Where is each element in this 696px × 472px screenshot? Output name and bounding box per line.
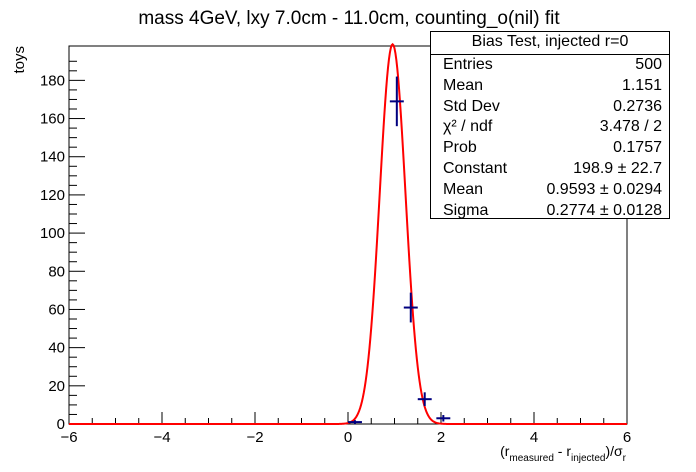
- data-point: [436, 415, 451, 422]
- stats-row: Sigma 0.2774 ± 0.0128: [431, 201, 669, 222]
- stats-row: χ² / ndf 3.478 / 2: [431, 117, 669, 138]
- stats-row-label: Entries: [443, 56, 493, 73]
- y-axis-label: toys: [11, 46, 28, 74]
- stats-row: Mean 1.151: [431, 76, 669, 97]
- y-tick-label: 60: [48, 301, 65, 318]
- stats-rows: Entries 500 Mean 1.151 Std Dev 0.2736 χ² / ndf…: [431, 55, 669, 221]
- data-points-group: [348, 76, 451, 424]
- x-tick-label: −2: [246, 429, 263, 446]
- x-tick-label: 4: [530, 429, 538, 446]
- y-tick-label: 140: [40, 149, 65, 166]
- x-tick-label: 2: [437, 429, 445, 446]
- stats-row-value: 3.478 / 2: [599, 118, 662, 136]
- x-label-sub-r: r: [623, 453, 627, 464]
- x-label-minus: - r: [554, 443, 571, 459]
- stats-row-label: Prob: [443, 139, 477, 157]
- stats-row: Constant 198.9 ± 22.7: [431, 159, 669, 180]
- stats-box: Bias Test, injected r=0 Entries 500 Mean 1.…: [430, 31, 670, 219]
- stats-row-label: Sigma: [443, 201, 489, 219]
- stats-row: Prob 0.1757: [431, 138, 669, 159]
- y-tick-label: 40: [48, 340, 65, 357]
- stats-row-value: 500: [635, 56, 662, 73]
- stats-row-value: 0.2736: [613, 97, 662, 115]
- stats-box-title: Bias Test, injected r=0: [431, 32, 669, 55]
- y-tick-label: 120: [40, 187, 65, 204]
- stats-row-label: Std Dev: [443, 97, 500, 115]
- x-tick-label: −4: [153, 429, 170, 446]
- x-label-close: )/σ: [605, 443, 623, 459]
- y-tick-label: 100: [40, 225, 65, 242]
- stats-row-value: 0.1757: [613, 139, 662, 157]
- data-point: [389, 76, 404, 127]
- y-tick-label: 80: [48, 263, 65, 280]
- stats-row-label: Mean: [443, 180, 484, 198]
- stats-row: Mean 0.9593 ± 0.0294: [431, 180, 669, 201]
- stats-row-value: 0.2774 ± 0.0128: [546, 201, 662, 219]
- y-tick-label: 180: [40, 72, 65, 89]
- data-point: [403, 292, 418, 323]
- x-tick-label: 6: [623, 429, 631, 446]
- stats-row-label: Constant: [443, 159, 508, 177]
- x-axis-label: (rmeasured - rinjected)/σr: [500, 443, 627, 464]
- stats-row-value: 0.9593 ± 0.0294: [546, 180, 662, 198]
- y-tick-label: 0: [57, 416, 65, 433]
- stats-row-value: 1.151: [621, 76, 662, 94]
- stats-row-value: 198.9 ± 22.7: [573, 159, 662, 177]
- x-label-sub-measured: measured: [509, 453, 553, 464]
- stats-row-label: χ² / ndf: [443, 118, 493, 136]
- stats-row: Entries 500: [431, 55, 669, 76]
- data-point: [417, 392, 432, 407]
- x-tick-label: 0: [344, 429, 352, 446]
- data-point: [348, 420, 362, 424]
- y-tick-label: 20: [48, 378, 65, 395]
- stats-row-label: Mean: [443, 76, 484, 94]
- stats-row: Std Dev 0.2736: [431, 97, 669, 118]
- chart-title: mass 4GeV, lxy 7.0cm - 11.0cm, counting_…: [138, 8, 560, 29]
- x-label-open: (r: [500, 443, 510, 459]
- y-tick-label: 160: [40, 111, 65, 128]
- x-tick-label: −6: [60, 429, 77, 446]
- x-label-sub-injected: injected: [571, 453, 605, 464]
